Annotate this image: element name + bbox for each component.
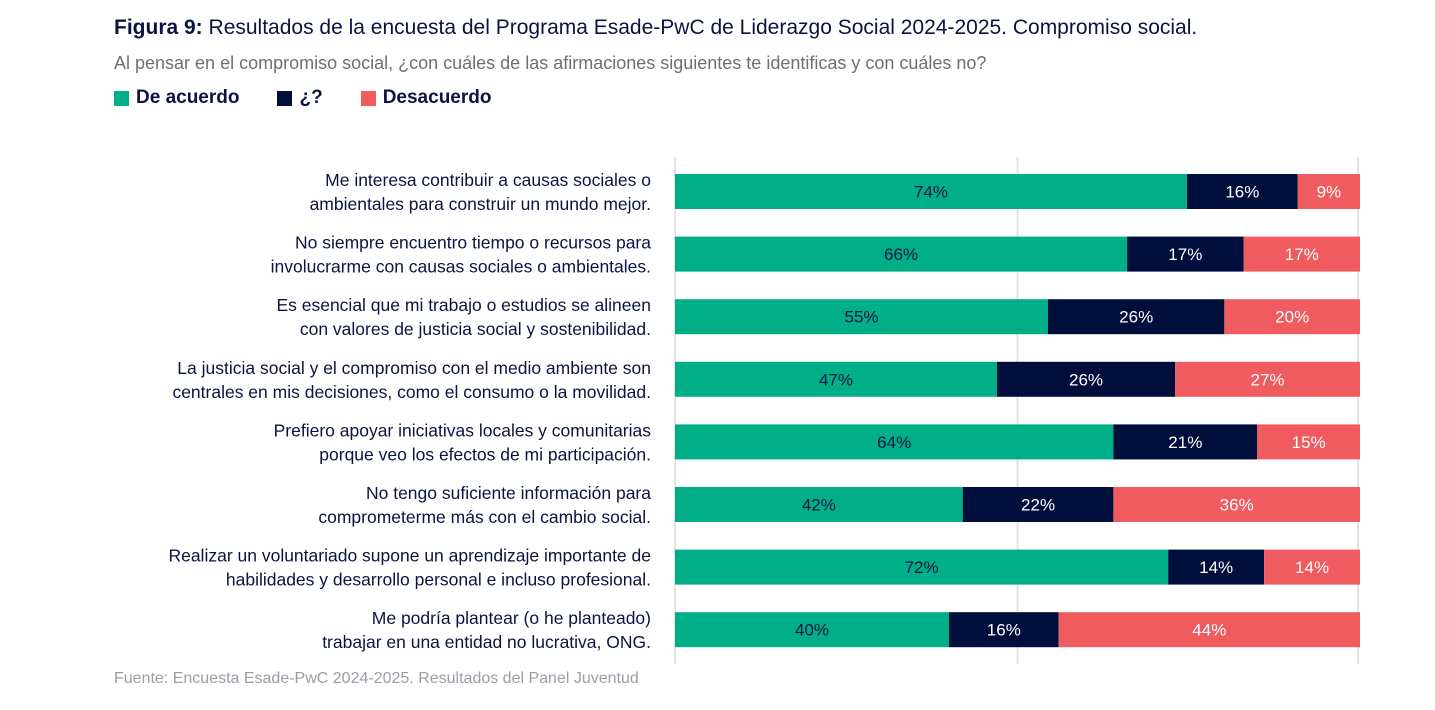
legend: De acuerdo ¿? Desacuerdo bbox=[114, 87, 491, 109]
title-prefix: Figura 9: bbox=[114, 16, 203, 39]
data-label: 20% bbox=[1275, 308, 1309, 327]
source-note: Fuente: Encuesta Esade-PwC 2024-2025. Re… bbox=[114, 670, 639, 687]
legend-item-unsure: ¿? bbox=[277, 87, 323, 109]
chart-title: Figura 9: Resultados de la encuesta del … bbox=[114, 16, 1197, 40]
bar-segment bbox=[675, 299, 1049, 335]
bar-segment bbox=[675, 361, 997, 397]
legend-label: Desacuerdo bbox=[382, 87, 492, 108]
data-label: 16% bbox=[1225, 183, 1259, 202]
category-label: Es esencial que mi trabajo o estudios se… bbox=[276, 295, 651, 315]
category-label: Me podría plantear (o he planteado) bbox=[372, 608, 651, 628]
category-label: habilidades y desarrollo personal e incl… bbox=[226, 570, 651, 590]
bar-segment bbox=[1058, 612, 1360, 648]
data-label: 17% bbox=[1168, 245, 1202, 264]
data-label: 66% bbox=[884, 245, 918, 264]
category-label: Me interesa contribuir a causas sociales… bbox=[325, 170, 651, 190]
data-label: 36% bbox=[1220, 496, 1254, 515]
legend-item-desacuerdo: Desacuerdo bbox=[360, 87, 492, 109]
bar-segment bbox=[675, 424, 1114, 460]
category-label: porque veo los efectos de mi participaci… bbox=[319, 444, 651, 464]
bar-segment bbox=[1113, 424, 1258, 460]
data-label: 44% bbox=[1192, 621, 1226, 640]
data-label: 14% bbox=[1199, 558, 1233, 577]
category-label: Prefiero apoyar iniciativas locales y co… bbox=[274, 420, 652, 440]
bar-segment bbox=[996, 361, 1176, 397]
bar-segment bbox=[1187, 174, 1298, 209]
category-label: ambientales para construir un mundo mejo… bbox=[310, 194, 651, 214]
data-label: 55% bbox=[844, 308, 878, 327]
bar-segment bbox=[1113, 487, 1360, 522]
bar-segment bbox=[962, 487, 1114, 522]
category-label: No siempre encuentro tiempo o recursos p… bbox=[295, 233, 651, 253]
data-label: 17% bbox=[1285, 245, 1319, 264]
bar-segment bbox=[675, 549, 1169, 585]
data-label: 14% bbox=[1295, 558, 1329, 577]
data-label: 22% bbox=[1021, 496, 1055, 515]
bar-segment bbox=[1048, 299, 1225, 335]
data-label: 21% bbox=[1168, 433, 1202, 452]
title-text: Resultados de la encuesta del Programa E… bbox=[202, 16, 1198, 39]
bar-segment bbox=[949, 612, 1059, 648]
data-label: 16% bbox=[987, 621, 1021, 640]
data-label: 64% bbox=[877, 433, 911, 452]
category-label: Realizar un voluntariado supone un apren… bbox=[168, 546, 651, 566]
data-label: 27% bbox=[1251, 370, 1285, 389]
bar-segment bbox=[675, 236, 1128, 272]
category-label: No tengo suficiente información para bbox=[366, 483, 651, 503]
bar-segment bbox=[1243, 236, 1360, 272]
bar-segment bbox=[1264, 549, 1360, 585]
legend-label: De acuerdo bbox=[136, 87, 240, 108]
bar-segment bbox=[1168, 549, 1265, 585]
category-label: trabajar en una entidad no lucrativa, ON… bbox=[322, 632, 651, 652]
data-label: 72% bbox=[905, 558, 939, 577]
data-label: 15% bbox=[1292, 433, 1326, 452]
category-label: comprometerme más con el cambio social. bbox=[318, 507, 651, 527]
legend-label: ¿? bbox=[299, 87, 323, 108]
bar-segment bbox=[675, 487, 963, 522]
data-label: 9% bbox=[1317, 183, 1342, 202]
bar-segment bbox=[675, 174, 1188, 209]
legend-swatch bbox=[277, 90, 293, 106]
category-label: La justicia social y el compromiso con e… bbox=[177, 358, 651, 378]
bar-segment bbox=[1127, 236, 1244, 272]
legend-swatch bbox=[360, 90, 376, 106]
chart-subtitle: Al pensar en el compromiso social, ¿con … bbox=[114, 53, 987, 73]
bar-segment bbox=[675, 612, 949, 648]
bar-segment bbox=[1175, 361, 1360, 397]
data-label: 26% bbox=[1069, 370, 1103, 389]
data-label: 40% bbox=[795, 621, 829, 640]
data-label: 42% bbox=[802, 496, 836, 515]
bar-segment bbox=[1224, 299, 1360, 335]
legend-swatch bbox=[114, 90, 129, 106]
category-label: involucrarme con causas sociales o ambie… bbox=[271, 257, 651, 277]
data-label: 47% bbox=[819, 370, 853, 389]
legend-item-de-acuerdo: De acuerdo bbox=[114, 87, 239, 109]
category-label: con valores de justicia social y sosteni… bbox=[300, 319, 651, 339]
bar-segment bbox=[1257, 424, 1360, 460]
bar-segment bbox=[1297, 174, 1360, 209]
data-label: 74% bbox=[914, 183, 948, 202]
category-label: centrales en mis decisiones, como el con… bbox=[172, 382, 651, 402]
data-label: 26% bbox=[1119, 308, 1153, 327]
